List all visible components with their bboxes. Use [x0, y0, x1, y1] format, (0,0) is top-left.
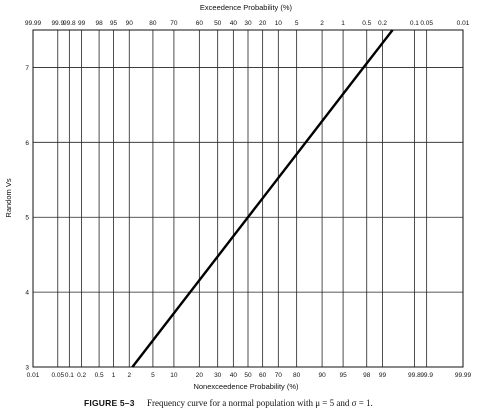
bottom-tick-label: 99 — [379, 372, 387, 379]
bottom-tick-label: 10 — [170, 372, 178, 379]
bottom-tick-label: 95 — [339, 372, 347, 379]
top-tick-label: 60 — [196, 20, 204, 27]
top-tick-label: 95 — [110, 20, 118, 27]
top-tick-label: 99 — [78, 20, 86, 27]
figure-caption: FIGURE 5–3 Frequency curve for a normal … — [84, 398, 484, 408]
top-tick-label: 99.99 — [25, 20, 42, 27]
y-tick-label: 4 — [25, 290, 29, 297]
top-tick-label: 0.05 — [420, 20, 433, 27]
bottom-tick-label: 50 — [244, 372, 252, 379]
plot-frame — [32, 29, 464, 368]
bottom-tick-label: 0.5 — [95, 372, 104, 379]
figure-label: FIGURE 5–3 — [84, 398, 135, 408]
top-axis-title: Exceedence Probability (%) — [200, 3, 293, 12]
bottom-tick-label: 1 — [112, 372, 116, 379]
top-tick-label: 99.8 — [63, 20, 76, 27]
top-tick-label: 30 — [244, 20, 252, 27]
bottom-tick-label: 80 — [293, 372, 301, 379]
bottom-tick-label: 20 — [196, 372, 204, 379]
bottom-tick-label: 0.01 — [27, 372, 40, 379]
bottom-axis-title: Nonexceedence Probability (%) — [193, 382, 299, 391]
bottom-tick-label: 0.2 — [77, 372, 86, 379]
bottom-tick-label: 40 — [230, 372, 238, 379]
bottom-tick-label: 99.99 — [455, 372, 472, 379]
y-tick-label: 7 — [25, 65, 29, 72]
top-tick-label: 40 — [230, 20, 238, 27]
bottom-tick-label: 5 — [151, 372, 155, 379]
bottom-tick-label: 90 — [318, 372, 326, 379]
top-tick-label: 99.9 — [51, 20, 64, 27]
y-tick-label: 5 — [25, 215, 29, 222]
bottom-tick-label: 99.8 — [408, 372, 421, 379]
top-tick-label: 90 — [126, 20, 134, 27]
y-axis-title: Random Vs — [4, 178, 13, 217]
bottom-tick-label: 0.1 — [65, 372, 74, 379]
top-tick-label: 0.01 — [457, 20, 470, 27]
bottom-tick-label: 99.9 — [420, 372, 433, 379]
y-tick-label: 3 — [25, 365, 29, 372]
bottom-tick-label: 0.05 — [51, 372, 64, 379]
top-tick-label: 50 — [214, 20, 222, 27]
y-tick-labels: 3 4 5 6 7 — [25, 65, 29, 372]
caption-text: Frequency curve for a normal population … — [147, 398, 373, 408]
frequency-curve-line — [131, 29, 394, 368]
bottom-tick-label: 30 — [214, 372, 222, 379]
bottom-tick-label: 2 — [127, 372, 131, 379]
bottom-tick-label: 70 — [275, 372, 283, 379]
y-tick-label: 6 — [25, 140, 29, 147]
top-tick-label: 1 — [341, 20, 345, 27]
top-tick-label: 20 — [259, 20, 267, 27]
top-tick-label: 0.2 — [378, 20, 387, 27]
bottom-tick-labels: 0.01 0.05 0.1 0.2 0.5 1 2 5 10 20 30 40 50 60 70 80 90 95… — [27, 372, 472, 379]
top-tick-label: 98 — [95, 20, 103, 27]
top-tick-label: 0.1 — [410, 20, 419, 27]
top-tick-label: 80 — [149, 20, 157, 27]
top-tick-label: 0.5 — [362, 20, 371, 27]
bottom-tick-label: 98 — [363, 372, 371, 379]
top-tick-label: 2 — [320, 20, 324, 27]
series-layer — [131, 29, 394, 368]
bottom-tick-label: 60 — [259, 372, 267, 379]
top-tick-labels: 99.99 99.999.8 99 98 95 90 80 70 60 50 40 30 20 10 5 2 1… — [25, 20, 470, 27]
grid — [32, 30, 464, 368]
top-tick-label: 5 — [295, 20, 299, 27]
top-tick-label: 10 — [275, 20, 283, 27]
top-tick-label: 70 — [170, 20, 178, 27]
